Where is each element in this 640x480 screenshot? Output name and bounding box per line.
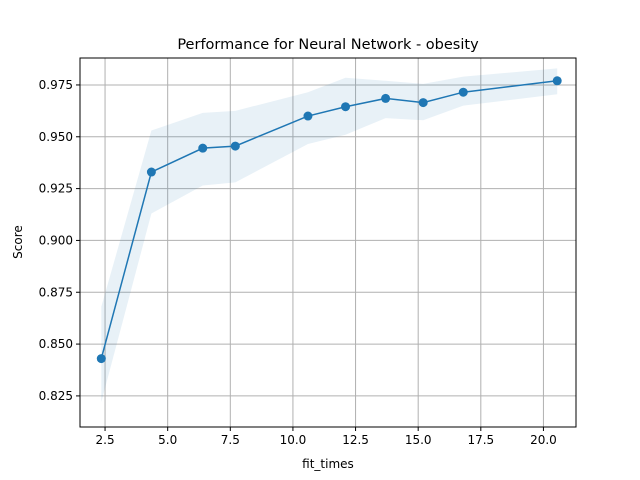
x-axis-label: fit_times (302, 457, 354, 471)
y-tick-label: 0.825 (39, 389, 73, 403)
x-tick-label: 20.0 (530, 433, 557, 447)
y-tick-label: 0.900 (39, 233, 73, 247)
data-point (96, 354, 106, 364)
y-tick-label: 0.925 (39, 182, 73, 196)
y-tick-label: 0.975 (39, 78, 73, 92)
data-point (381, 93, 391, 103)
data-points (96, 76, 562, 364)
series-line-layer (100, 80, 558, 359)
confidence-band-layer (101, 68, 558, 403)
data-point (303, 111, 313, 121)
x-tick-label: 17.5 (467, 433, 494, 447)
x-tick-label: 15.0 (405, 433, 432, 447)
confidence-band (101, 68, 558, 403)
data-point (341, 102, 351, 112)
x-tick-label: 10.0 (280, 433, 307, 447)
y-tick-label: 0.850 (39, 337, 73, 351)
data-point (552, 76, 562, 86)
data-point (230, 141, 240, 151)
y-tick-label: 0.950 (39, 130, 73, 144)
y-axis-ticks: 0.825 0.850 0.875 0.900 0.925 0.950 0.975 (39, 78, 80, 403)
series-line (100, 80, 558, 359)
y-axis-label: Score (11, 225, 25, 259)
x-tick-label: 2.5 (96, 433, 115, 447)
x-tick-label: 5.0 (158, 433, 177, 447)
data-point (458, 87, 468, 97)
plot-frame (79, 57, 577, 428)
x-tick-label: 12.5 (342, 433, 369, 447)
data-point (198, 143, 208, 153)
x-axis-ticks: 2.5 5.0 7.5 10.0 12.5 15.0 17.5 20.0 (96, 427, 557, 447)
data-point (146, 167, 156, 177)
x-tick-label: 7.5 (221, 433, 240, 447)
y-tick-label: 0.875 (39, 285, 73, 299)
chart-title: Performance for Neural Network - obesity (177, 37, 479, 53)
grid (80, 58, 576, 427)
data-point (418, 98, 428, 108)
